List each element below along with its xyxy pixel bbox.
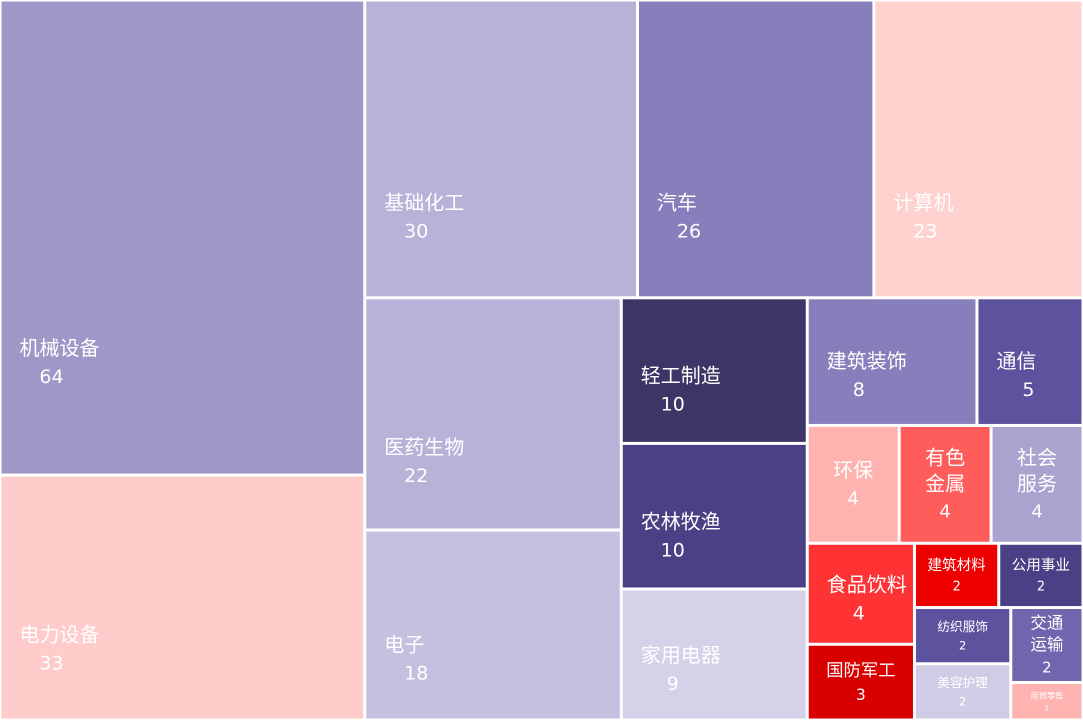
treemap-cell xyxy=(915,544,998,607)
cell-value: 22 xyxy=(404,465,428,487)
cell-label: 商贸零售 xyxy=(1030,690,1063,700)
cell-label: 机械设备 xyxy=(20,336,100,360)
treemap-cell xyxy=(992,426,1082,542)
cell-label: 公用事业 xyxy=(1012,557,1070,574)
cell-label: 通信 xyxy=(996,349,1036,373)
cell-value: 18 xyxy=(404,662,428,684)
treemap-cell xyxy=(915,665,1010,719)
treemap-cell xyxy=(1,1,364,474)
cell-value: 5 xyxy=(1022,379,1034,401)
cell-value: 4 xyxy=(853,603,865,625)
cell-value: 8 xyxy=(853,379,865,401)
treemap-cell xyxy=(875,1,1082,297)
cell-label: 建筑装饰 xyxy=(827,349,907,373)
cell-value: 2 xyxy=(959,638,966,652)
cell-value: 4 xyxy=(1031,501,1042,522)
cell-label: 食品饮料 xyxy=(827,573,907,597)
treemap-cell xyxy=(978,299,1082,424)
cell-value: 3 xyxy=(856,686,866,704)
cell-value: 2 xyxy=(952,579,960,594)
cell-label: 医药生物 xyxy=(384,435,464,459)
cell-value: 1 xyxy=(1045,704,1050,713)
treemap-cell xyxy=(1,476,364,719)
cell-label: 基础化工 xyxy=(384,191,464,215)
cell-value: 30 xyxy=(404,221,428,243)
cell-label: 电子 xyxy=(384,632,424,656)
cell-label: 家用电器 xyxy=(641,643,721,667)
treemap-cell xyxy=(622,299,806,442)
cell-value: 4 xyxy=(847,488,858,509)
cell-label: 社会服务 xyxy=(1017,445,1057,495)
treemap-cell xyxy=(639,1,873,297)
cell-value: 33 xyxy=(39,652,63,674)
cell-value: 64 xyxy=(39,366,63,388)
treemap-cell xyxy=(366,1,637,297)
treemap-cell xyxy=(366,531,620,719)
treemap-cell xyxy=(900,426,990,542)
cell-value: 2 xyxy=(1037,579,1045,594)
cell-label: 轻工制造 xyxy=(641,364,721,388)
cell-label: 纺织服饰 xyxy=(937,619,988,634)
treemap-cell xyxy=(1012,684,1082,719)
treemap-cell xyxy=(366,299,620,529)
treemap-cell xyxy=(622,590,806,719)
cell-label: 农林牧渔 xyxy=(641,509,721,533)
cell-label: 电力设备 xyxy=(20,622,100,646)
cell-value: 9 xyxy=(667,673,679,695)
cell-label: 国防军工 xyxy=(826,661,895,681)
treemap-cell xyxy=(622,444,806,588)
cell-value: 10 xyxy=(661,394,685,416)
cell-label: 环保 xyxy=(833,458,873,482)
cell-value: 23 xyxy=(913,221,937,243)
treemap-cell xyxy=(808,544,913,643)
cell-label: 美容护理 xyxy=(937,675,988,690)
cell-label: 有色金属 xyxy=(925,445,965,495)
cell-label: 建筑材料 xyxy=(927,557,986,574)
cell-value: 4 xyxy=(939,501,950,522)
treemap-cell xyxy=(1000,544,1082,607)
cell-label: 计算机 xyxy=(893,191,953,215)
cell-value: 2 xyxy=(1042,659,1051,676)
treemap-cell xyxy=(808,645,913,719)
treemap-cell xyxy=(1012,609,1082,682)
cell-value: 2 xyxy=(959,695,966,709)
treemap-cell xyxy=(808,426,898,542)
cell-label: 交通运输 xyxy=(1030,613,1063,653)
treemap-cell xyxy=(808,299,976,424)
treemap-cell xyxy=(915,609,1010,663)
cell-label: 汽车 xyxy=(657,191,697,215)
cell-value: 10 xyxy=(661,539,685,561)
cell-value: 26 xyxy=(677,221,701,243)
